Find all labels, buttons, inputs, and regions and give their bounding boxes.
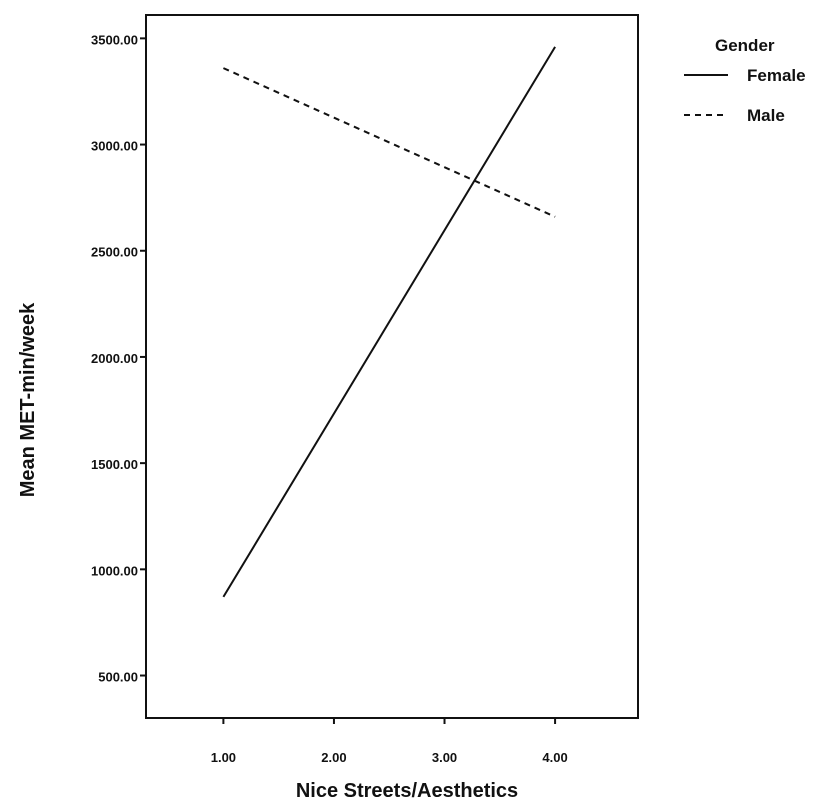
legend-title: Gender — [715, 36, 775, 55]
series-line-male — [222, 67, 556, 218]
y-axis-title: Mean MET-min/week — [17, 302, 39, 497]
y-tick-label-4: 2500.00 — [91, 245, 138, 260]
x-tick-label-0: 1.00 — [211, 750, 236, 765]
x-axis-title: Nice Streets/Aesthetics — [296, 780, 518, 802]
legend: Gender Female Male — [684, 36, 806, 125]
legend-label-female: Female — [747, 66, 806, 85]
y-tick-label-0: 500.00 — [98, 670, 138, 685]
x-axis: 1.00 2.00 3.00 4.00 — [211, 718, 568, 765]
x-tick-label-1: 2.00 — [321, 750, 346, 765]
x-tick-label-3: 4.00 — [542, 750, 567, 765]
y-tick-label-5: 3000.00 — [91, 139, 138, 154]
legend-label-male: Male — [747, 106, 785, 125]
x-tick-label-2: 3.00 — [432, 750, 457, 765]
y-tick-label-3: 2000.00 — [91, 351, 138, 366]
plot-frame — [145, 14, 639, 719]
y-tick-label-6: 3500.00 — [91, 32, 138, 47]
y-tick-label-2: 1500.00 — [91, 457, 138, 472]
series-lines — [222, 46, 556, 598]
y-axis: 500.00 1000.00 1500.00 2000.00 2500.00 3000.0… — [91, 32, 146, 685]
y-tick-label-1: 1000.00 — [91, 563, 138, 578]
series-line-female — [222, 46, 556, 598]
